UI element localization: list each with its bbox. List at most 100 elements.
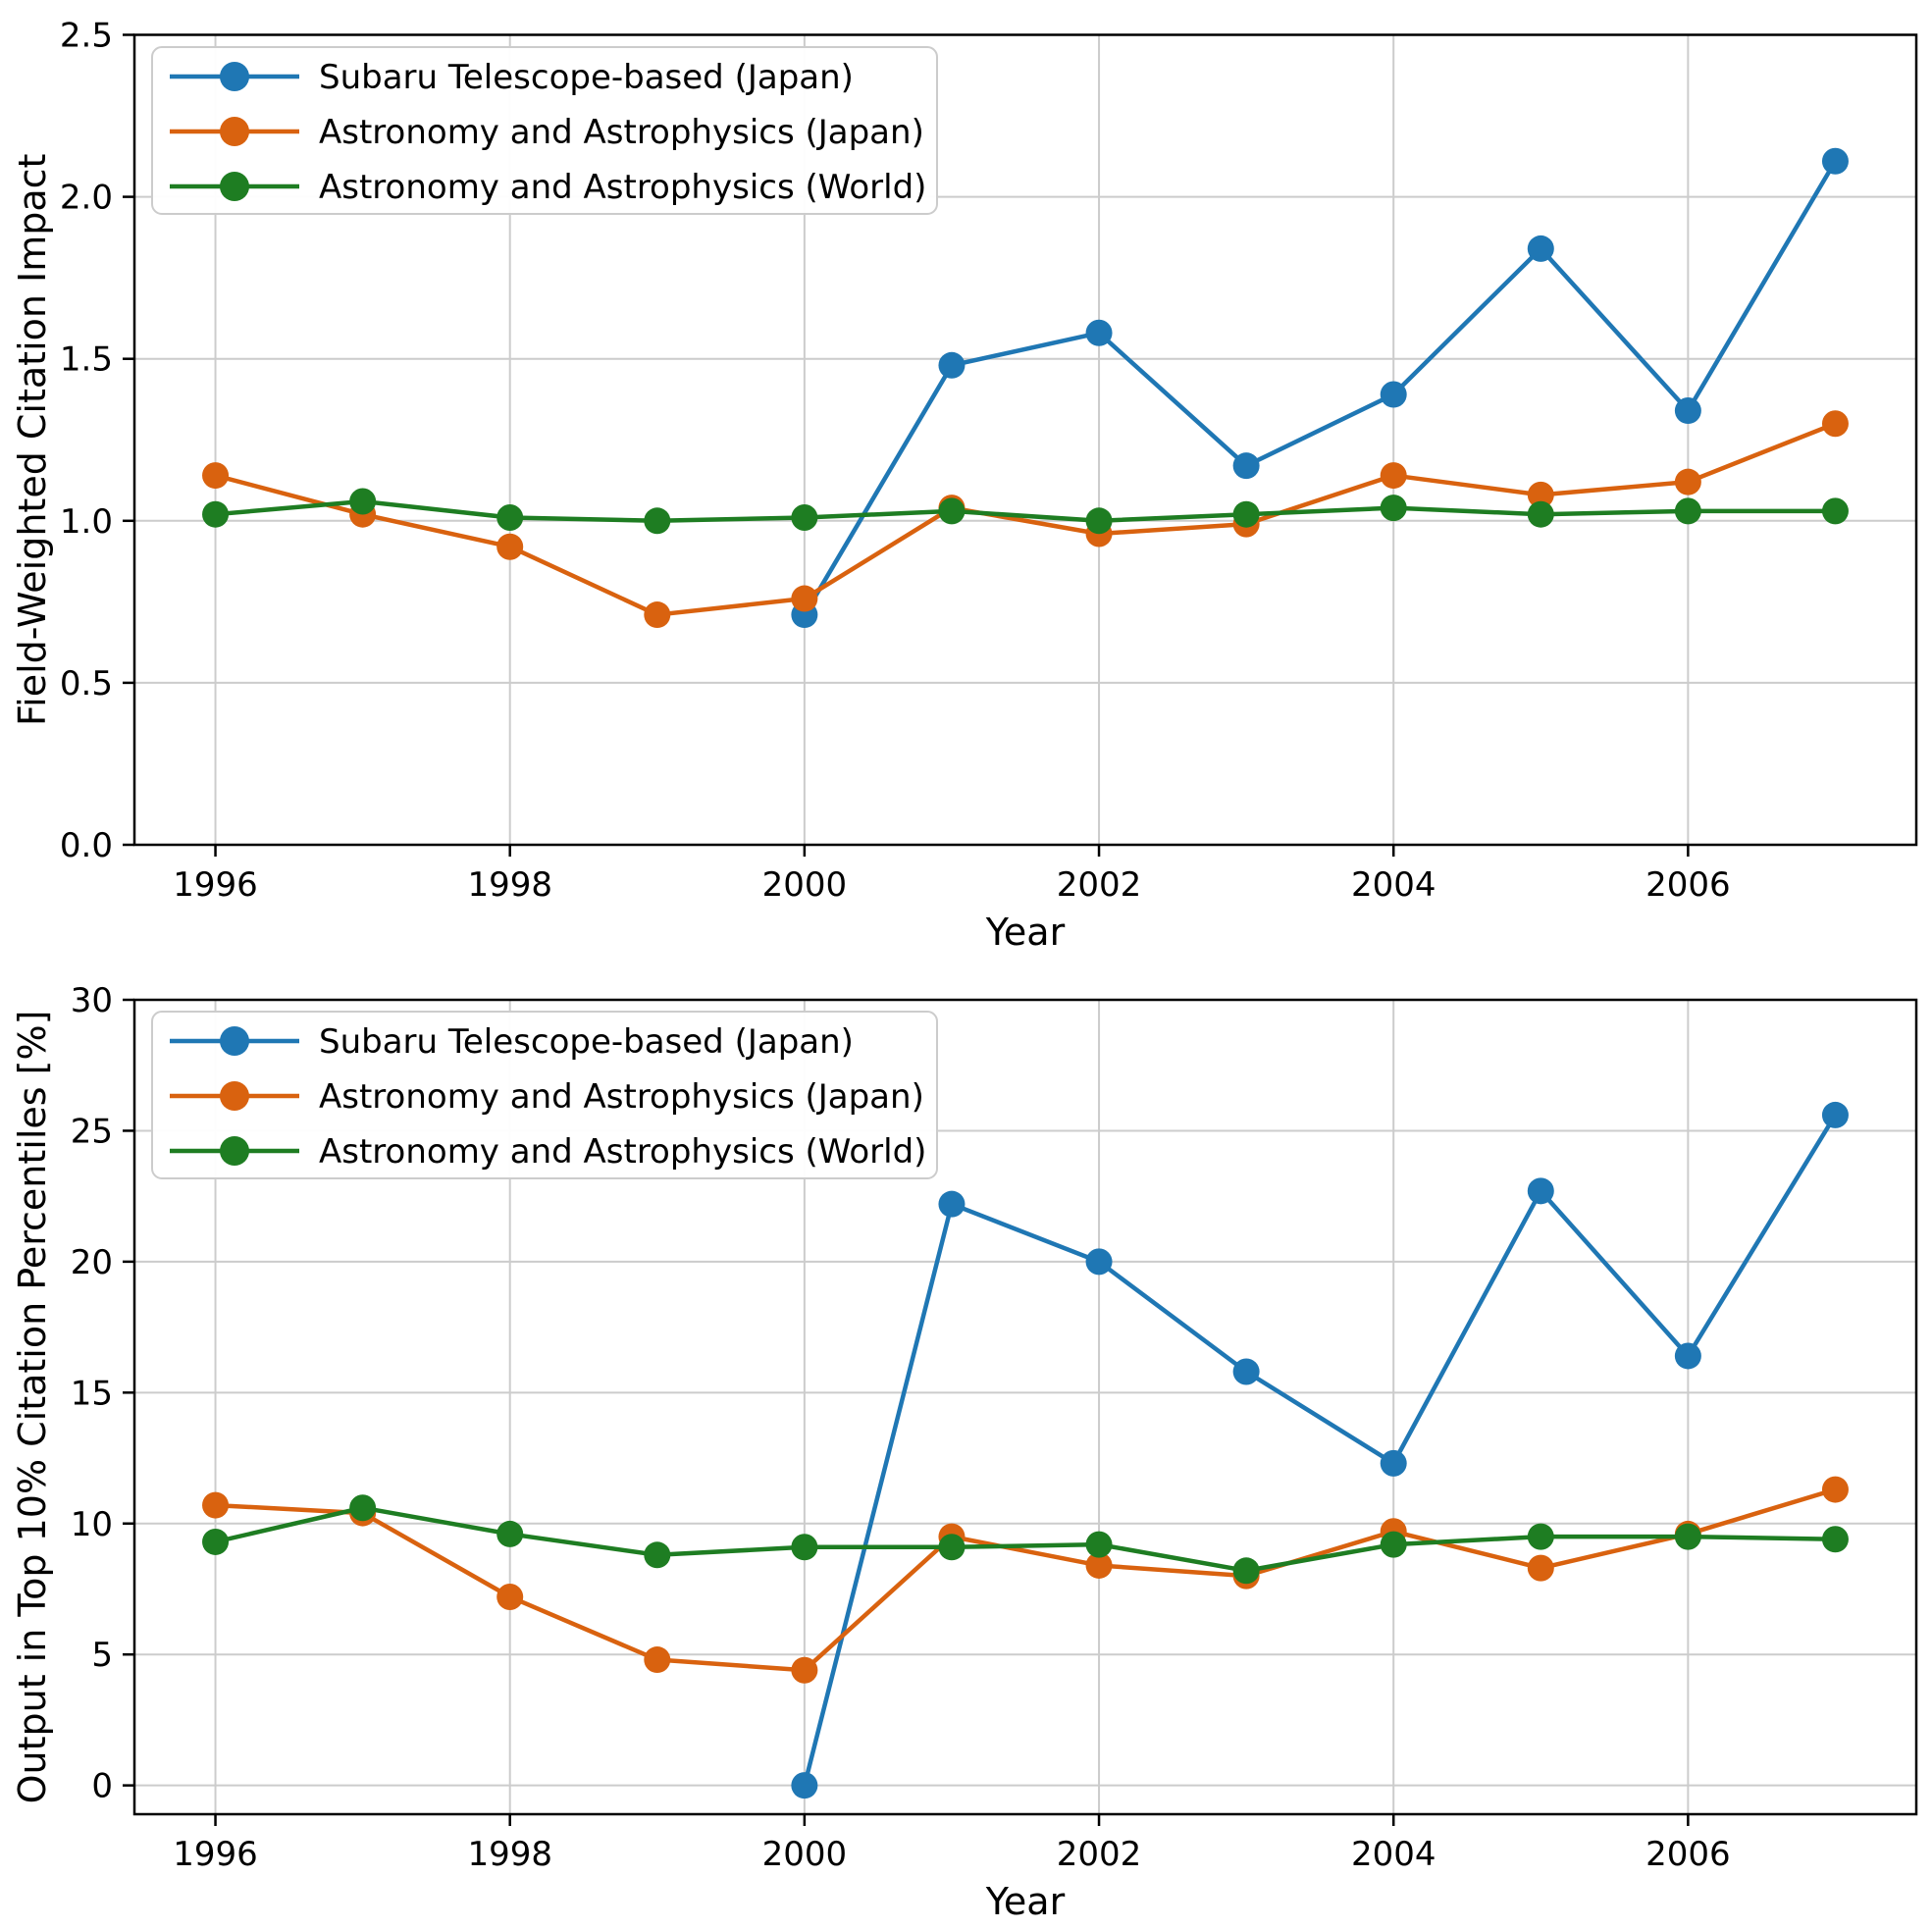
data-point-aa-world-1996 bbox=[202, 500, 230, 528]
data-point-aa-japan-2000 bbox=[791, 585, 818, 612]
series-line-subaru-japan bbox=[802, 160, 1838, 616]
data-point-subaru-japan-2001 bbox=[938, 1190, 966, 1218]
y-tick-label-10: 10 bbox=[71, 1505, 113, 1544]
x-tick-label-1996: 1996 bbox=[173, 1835, 258, 1874]
data-point-subaru-japan-2007 bbox=[1821, 1101, 1849, 1128]
data-point-subaru-japan-2000 bbox=[791, 1772, 818, 1799]
data-point-aa-japan-1996 bbox=[202, 1491, 230, 1519]
data-point-aa-world-1999 bbox=[644, 507, 671, 535]
series-line-aa-world bbox=[215, 498, 1836, 524]
data-point-aa-world-2000 bbox=[791, 1534, 818, 1561]
data-point-aa-japan-1998 bbox=[496, 533, 524, 560]
legend-marker-blue-circle-icon bbox=[220, 1026, 249, 1056]
y-axis: 0.0 0.5 1.0 1.5 2.0 2.5 bbox=[60, 17, 134, 865]
legend-item-subaru-japan: Subaru Telescope-based (Japan) bbox=[170, 58, 854, 97]
data-point-aa-world-1996 bbox=[202, 1528, 230, 1555]
y-axis: 0 5 10 15 20 25 30 bbox=[71, 981, 134, 1806]
data-point-subaru-japan-2002 bbox=[1085, 319, 1113, 346]
y-tick-label-5: 5 bbox=[91, 1636, 113, 1675]
x-tick-label-2006: 2006 bbox=[1645, 865, 1731, 905]
legend-marker-orange-circle-icon bbox=[220, 117, 249, 146]
legend-item-aa-japan: Astronomy and Astrophysics (Japan) bbox=[170, 1077, 924, 1117]
y-axis-title: Output in Top 10% Citation Percentiles [… bbox=[11, 1011, 54, 1804]
x-tick-label-2004: 2004 bbox=[1351, 1835, 1436, 1874]
legend-box bbox=[151, 1011, 938, 1179]
y-tick-label-0.0: 0.0 bbox=[60, 826, 113, 865]
data-point-aa-japan-1996 bbox=[202, 462, 230, 490]
series-line-subaru-japan bbox=[802, 1114, 1838, 1787]
data-point-aa-world-2006 bbox=[1674, 497, 1701, 525]
series-line-aa-world bbox=[215, 1505, 1836, 1574]
series-line-aa-japan bbox=[214, 421, 1837, 617]
legend-marker-green-circle-icon bbox=[220, 1136, 249, 1166]
legend-label-aa-japan: Astronomy and Astrophysics (Japan) bbox=[319, 1077, 924, 1117]
data-point-aa-japan-2007 bbox=[1821, 1476, 1849, 1503]
data-point-subaru-japan-2003 bbox=[1232, 1358, 1260, 1385]
data-point-aa-world-2005 bbox=[1527, 1523, 1554, 1550]
data-point-aa-japan-2005 bbox=[1527, 1554, 1554, 1582]
x-tick-label-2006: 2006 bbox=[1645, 1835, 1731, 1874]
y-tick-label-20: 20 bbox=[71, 1243, 113, 1282]
y-tick-label-2.5: 2.5 bbox=[60, 17, 113, 56]
data-point-aa-world-2001 bbox=[938, 497, 966, 525]
x-axis-title: Year bbox=[985, 1880, 1066, 1923]
legend-item-aa-japan: Astronomy and Astrophysics (Japan) bbox=[170, 113, 924, 152]
data-point-subaru-japan-2005 bbox=[1527, 1177, 1554, 1205]
x-tick-label-2002: 2002 bbox=[1057, 1835, 1142, 1874]
legend-marker-orange-circle-icon bbox=[220, 1081, 249, 1111]
legend-label-aa-japan: Astronomy and Astrophysics (Japan) bbox=[319, 113, 924, 152]
series-subaru-japan bbox=[791, 1101, 1849, 1799]
data-point-subaru-japan-2003 bbox=[1232, 452, 1260, 480]
series-aa-world bbox=[202, 488, 1849, 535]
legend-label-aa-world: Astronomy and Astrophysics (World) bbox=[319, 1132, 926, 1172]
y-tick-label-0: 0 bbox=[91, 1767, 113, 1806]
data-point-aa-world-2005 bbox=[1527, 500, 1554, 528]
data-point-aa-world-2007 bbox=[1821, 1526, 1849, 1553]
data-point-aa-japan-2006 bbox=[1674, 468, 1701, 495]
data-point-aa-world-1998 bbox=[496, 503, 524, 531]
chart-fwci: 1996 1998 2000 2002 2004 2006 0.0 0.5 1.0 1.5 2.0 2… bbox=[11, 17, 1918, 954]
data-point-aa-japan-2007 bbox=[1821, 410, 1849, 438]
data-point-aa-world-1999 bbox=[644, 1541, 671, 1569]
data-point-subaru-japan-2004 bbox=[1380, 1449, 1407, 1477]
x-tick-label-1996: 1996 bbox=[173, 865, 258, 905]
legend-box bbox=[151, 46, 938, 215]
series-aa-world bbox=[202, 1494, 1849, 1585]
data-point-aa-world-2006 bbox=[1674, 1523, 1701, 1550]
data-point-aa-world-1997 bbox=[349, 1494, 377, 1522]
x-tick-label-2000: 2000 bbox=[762, 1835, 848, 1874]
x-tick-label-1998: 1998 bbox=[467, 1835, 552, 1874]
legend-marker-green-circle-icon bbox=[220, 172, 249, 201]
data-point-aa-world-1997 bbox=[349, 488, 377, 515]
legend-marker-blue-circle-icon bbox=[220, 62, 249, 91]
axes-spines bbox=[132, 33, 1918, 847]
legend-item-aa-world: Astronomy and Astrophysics (World) bbox=[170, 168, 926, 207]
data-point-aa-japan-1998 bbox=[496, 1583, 524, 1610]
data-point-aa-japan-2002 bbox=[1085, 1551, 1113, 1579]
data-point-aa-world-2002 bbox=[1085, 507, 1113, 535]
data-point-subaru-japan-2006 bbox=[1674, 397, 1701, 425]
data-point-aa-japan-1999 bbox=[644, 1646, 671, 1674]
x-tick-label-2004: 2004 bbox=[1351, 865, 1436, 905]
legend-label-aa-world: Astronomy and Astrophysics (World) bbox=[319, 168, 926, 207]
legend-item-subaru-japan: Subaru Telescope-based (Japan) bbox=[170, 1022, 854, 1062]
data-point-subaru-japan-2002 bbox=[1085, 1248, 1113, 1276]
data-point-aa-japan-2000 bbox=[791, 1656, 818, 1684]
y-tick-label-0.5: 0.5 bbox=[60, 664, 113, 704]
x-tick-label-2002: 2002 bbox=[1057, 865, 1142, 905]
data-point-aa-world-2004 bbox=[1380, 1531, 1407, 1558]
y-tick-label-25: 25 bbox=[71, 1112, 113, 1151]
series-subaru-japan bbox=[791, 147, 1849, 629]
data-point-aa-japan-1999 bbox=[644, 601, 671, 629]
data-point-aa-world-2002 bbox=[1085, 1531, 1113, 1558]
data-point-aa-world-2007 bbox=[1821, 497, 1849, 525]
legend: Subaru Telescope-based (Japan) Astronomy … bbox=[151, 46, 938, 215]
data-point-aa-world-2003 bbox=[1232, 500, 1260, 528]
legend-item-aa-world: Astronomy and Astrophysics (World) bbox=[170, 1132, 926, 1172]
y-tick-label-2.0: 2.0 bbox=[60, 179, 113, 218]
chart-top10-percentiles: 1996 1998 2000 2002 2004 2006 0 5 10 15 20 25 30 Year… bbox=[11, 981, 1918, 1923]
data-point-subaru-japan-2006 bbox=[1674, 1342, 1701, 1370]
legend: Subaru Telescope-based (Japan) Astronomy … bbox=[151, 1011, 938, 1179]
